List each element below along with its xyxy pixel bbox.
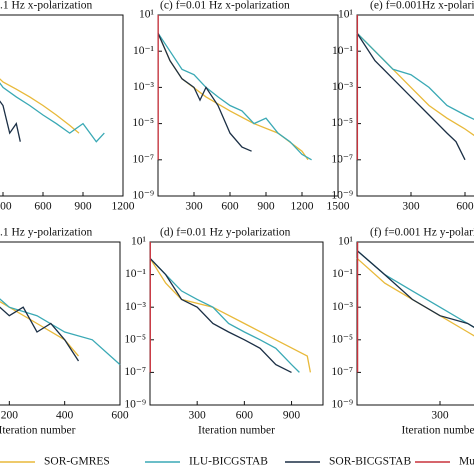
series-line: [157, 32, 312, 161]
series-line: [149, 257, 312, 373]
y-tick-label: 10⁻⁵: [331, 117, 353, 129]
x-tick-label: 300: [431, 410, 449, 422]
y-tick-label: 10⁻³: [332, 81, 354, 93]
plot-frame: [157, 14, 339, 197]
x-tick-label: 300: [402, 201, 420, 213]
x-tick-label: 600: [236, 410, 254, 422]
series-line: [0, 100, 21, 142]
series-line: [356, 32, 474, 121]
x-tick-label: 300: [185, 201, 203, 213]
panel-title: (c) f=0.01 Hz x-polarization: [160, 0, 290, 12]
y-tick-label: 10⁻³: [125, 301, 147, 313]
x-tick-label: 300: [189, 410, 207, 422]
y-tick-label: 10⁻¹: [332, 268, 354, 280]
y-tick-label: 10⁻⁹: [124, 399, 146, 411]
x-tick-label: 600: [34, 201, 52, 213]
x-axis-label: Iteration number: [402, 425, 474, 437]
legend-label: ILU-BICGSTAB: [189, 456, 268, 468]
x-tick-label: 1500: [327, 201, 350, 213]
series-line: [157, 32, 309, 161]
y-tick-label: 10¹: [338, 9, 354, 21]
y-tick-label: 10⁻⁷: [132, 153, 154, 165]
y-tick-label: 10⁻⁵: [132, 117, 154, 129]
series-line: [149, 257, 300, 373]
plot-frame: [356, 14, 474, 197]
y-tick-label: 10¹: [139, 9, 155, 21]
x-tick-label: 300: [0, 201, 12, 213]
legend-label: SOR-BICGSTAB: [329, 456, 411, 468]
panel-title: .1 Hz y-polarization: [0, 227, 93, 239]
y-tick-label: 10⁻³: [133, 81, 155, 93]
y-tick-label: 10⁻⁷: [124, 366, 146, 378]
y-tick-label: 10⁻¹: [332, 45, 354, 57]
series-line: [0, 298, 121, 366]
y-tick-label: 10⁻¹: [125, 268, 147, 280]
series-line: [356, 250, 474, 328]
x-tick-label: 900: [74, 201, 92, 213]
x-tick-label: 200: [1, 410, 19, 422]
y-tick-label: 10⁻¹: [133, 45, 155, 57]
panel-title: (d) f=0.01 Hz y-polarization: [160, 227, 291, 239]
x-tick-label: 600: [456, 201, 474, 213]
y-tick-label: 10⁻⁹: [331, 399, 353, 411]
y-tick-label: 10⁻⁷: [331, 153, 353, 165]
x-tick-label: 400: [56, 410, 74, 422]
series-line: [149, 257, 292, 373]
panel-title: (e) f=0.001Hz x-polari: [370, 0, 474, 12]
x-tick-label: 1200: [112, 201, 135, 213]
y-tick-label: 10⁻³: [332, 301, 354, 313]
series-line: [0, 306, 80, 362]
series-line: [356, 32, 466, 161]
y-tick-label: 10⁻⁵: [331, 333, 353, 345]
panel-title: .1 Hz x-polarization: [0, 0, 93, 12]
y-tick-label: 10⁻⁵: [124, 333, 146, 345]
y-tick-label: 10⁻⁹: [132, 190, 154, 202]
x-tick-label: 900: [283, 410, 301, 422]
series-line: [356, 257, 474, 337]
legend-label: Mul: [459, 456, 474, 468]
plot-frame: [0, 14, 124, 197]
panel-title: (f) f=0.001 Hz y-polariz: [370, 227, 474, 239]
plot-frame: [149, 241, 324, 406]
series-line: [157, 32, 252, 152]
x-axis-label: Iteration number: [198, 425, 275, 437]
x-tick-label: 1200: [291, 201, 314, 213]
y-tick-label: 10¹: [338, 236, 354, 248]
plot-frame: [0, 241, 121, 406]
series-line: [0, 78, 80, 134]
series-line: [0, 82, 105, 143]
legend-label: SOR-GMRES: [44, 456, 110, 468]
y-tick-label: 10¹: [131, 236, 147, 248]
x-tick-label: 600: [221, 201, 239, 213]
x-axis-label: Iteration number: [0, 425, 76, 437]
y-tick-label: 10⁻⁷: [331, 366, 353, 378]
x-tick-label: 900: [257, 201, 275, 213]
y-tick-label: 10⁻⁹: [331, 190, 353, 202]
x-tick-label: 600: [111, 410, 129, 422]
